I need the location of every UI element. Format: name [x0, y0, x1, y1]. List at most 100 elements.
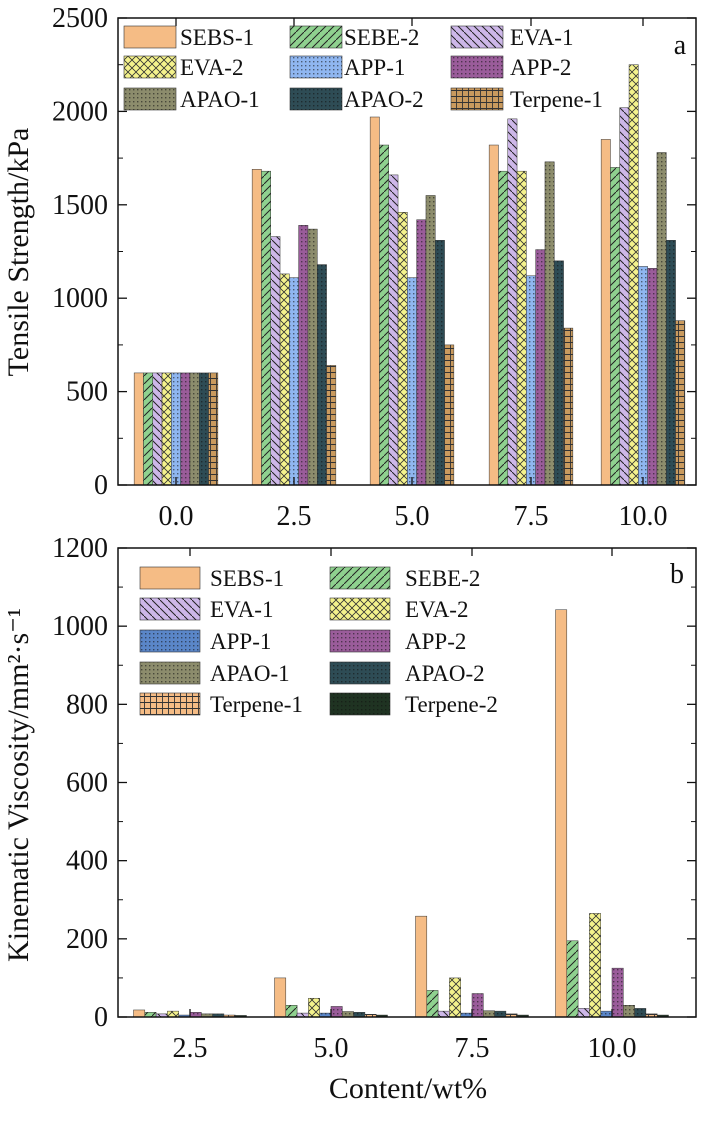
- bar-pattern: [426, 990, 439, 1017]
- bar-pattern: [189, 372, 200, 485]
- bar-pattern: [171, 372, 181, 485]
- bar-pattern: [298, 225, 308, 485]
- bar-pattern: [610, 167, 620, 485]
- y-tick-label: 0: [94, 470, 108, 501]
- legend-swatch-pattern: [330, 630, 390, 652]
- y-tick-label: 2000: [52, 96, 108, 127]
- bar-pattern: [190, 1012, 202, 1017]
- x-tick-label: 5.0: [314, 1033, 349, 1064]
- legend-swatch: [139, 566, 201, 590]
- legend-label: Terpene-2: [405, 692, 498, 717]
- bar: [274, 977, 287, 1018]
- legend-label: APP-1: [344, 55, 405, 80]
- bar-pattern: [634, 1008, 646, 1017]
- legend-swatch-pattern: [451, 26, 503, 48]
- legend-label: APAO-2: [405, 661, 485, 686]
- bar-pattern: [223, 1015, 236, 1017]
- bar-pattern: [152, 372, 163, 485]
- bar-pattern: [444, 344, 454, 485]
- bar-pattern: [208, 372, 218, 485]
- bar: [415, 915, 428, 1018]
- bar-pattern: [317, 264, 327, 485]
- y-tick-label: 2500: [52, 3, 108, 34]
- bar: [251, 169, 262, 486]
- x-tick-label: 2.5: [173, 1033, 208, 1064]
- bar: [133, 1009, 146, 1018]
- y-tick-label: 1200: [52, 533, 108, 564]
- bar-pattern: [342, 1011, 354, 1017]
- bar-pattern: [535, 249, 545, 485]
- panel-letter: b: [670, 559, 684, 590]
- bar-pattern: [201, 1013, 213, 1017]
- x-axis-title: Content/wt%: [329, 1072, 487, 1105]
- bar-pattern: [647, 268, 657, 485]
- bar-pattern: [388, 174, 399, 486]
- bar-pattern: [666, 240, 676, 485]
- bar-pattern: [319, 1013, 331, 1017]
- bar-pattern: [289, 277, 299, 485]
- bar-pattern: [167, 1011, 179, 1017]
- bar-pattern: [612, 968, 624, 1017]
- bar-pattern: [212, 1013, 224, 1017]
- bar-pattern: [156, 1013, 168, 1017]
- legend-label: EVA-2: [180, 55, 243, 80]
- legend-label: APAO-1: [180, 87, 260, 112]
- bar: [133, 372, 144, 486]
- bar: [488, 144, 499, 486]
- bar-pattern: [235, 1015, 247, 1017]
- bar-pattern: [326, 365, 336, 485]
- bar-pattern: [364, 1014, 377, 1017]
- bar-pattern: [376, 1015, 388, 1017]
- y-tick-label: 400: [66, 846, 108, 877]
- legend-label: APAO-2: [344, 87, 424, 112]
- bar-pattern: [460, 1013, 472, 1017]
- legend-label: APAO-1: [210, 661, 290, 686]
- bar-pattern: [180, 372, 190, 485]
- legend-swatch-pattern: [124, 56, 176, 78]
- bar-pattern: [554, 260, 564, 485]
- bar-pattern: [449, 977, 461, 1017]
- y-tick-label: 600: [66, 768, 108, 799]
- legend-label: SEBE-2: [405, 566, 480, 591]
- legend-label: Terpene-1: [510, 87, 603, 112]
- bar: [555, 609, 568, 1018]
- bar-pattern: [498, 171, 508, 485]
- bar-pattern: [657, 1015, 669, 1017]
- legend-label: Terpene-1: [210, 692, 303, 717]
- legend-label: APP-1: [210, 629, 271, 654]
- bar-pattern: [285, 1005, 298, 1017]
- bar-pattern: [526, 275, 536, 485]
- bar-pattern: [589, 913, 601, 1017]
- legend-swatch-pattern: [124, 88, 176, 110]
- legend-swatch-pattern: [140, 693, 200, 715]
- bar: [369, 116, 380, 486]
- bar-pattern: [308, 998, 320, 1017]
- legend-swatch-pattern: [330, 598, 390, 620]
- y-tick-label: 200: [66, 924, 108, 955]
- bar-pattern: [656, 152, 667, 485]
- bar-pattern: [472, 993, 484, 1017]
- bar-pattern: [566, 940, 579, 1017]
- legend-swatch-pattern: [330, 662, 390, 684]
- panel-b: 0 200 400 600 800 1000 1200 2.5 5.0 7.5 10.0 Kinema…: [2, 533, 697, 1105]
- bar-pattern: [544, 161, 555, 485]
- bar-pattern: [199, 372, 209, 485]
- y-axis-title: Tensile Strength/kPa: [2, 128, 35, 377]
- y-tick-label: 1000: [52, 283, 108, 314]
- legend-swatch-pattern: [290, 56, 342, 78]
- bar-pattern: [645, 1013, 658, 1017]
- bar-pattern: [578, 1008, 590, 1017]
- y-tick-label: 0: [94, 1002, 108, 1033]
- legend-swatch-pattern: [140, 662, 200, 684]
- x-tick-label: 7.5: [455, 1033, 490, 1064]
- y-tick-label: 1500: [52, 190, 108, 221]
- legend-swatch-pattern: [330, 567, 390, 589]
- bar-pattern: [507, 118, 518, 485]
- panel-letter: a: [674, 30, 687, 61]
- legend-label: EVA-1: [510, 25, 573, 50]
- bar-pattern: [307, 229, 318, 485]
- x-tick-label: 10.0: [619, 501, 668, 532]
- legend-swatch-pattern: [451, 88, 503, 110]
- bar-pattern: [675, 320, 685, 485]
- legend-swatch-pattern: [330, 693, 390, 715]
